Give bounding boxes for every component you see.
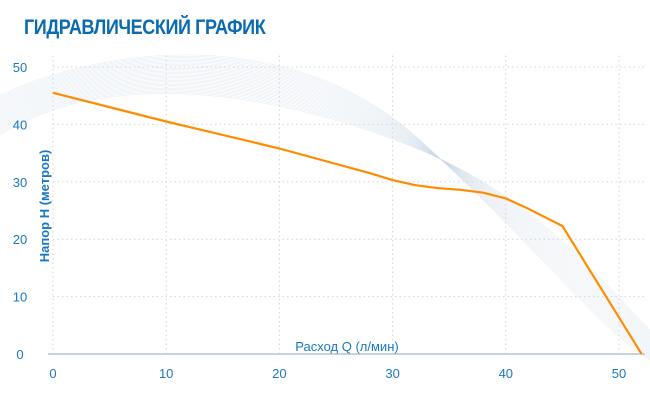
y-tick-label: 0 (16, 347, 23, 362)
ticks: 0 10 20 30 40 50 0 10 20 30 40 50 (13, 60, 626, 381)
chart-title: ГИДРАВЛИЧЕСКИЙ ГРАФИК (24, 16, 266, 39)
swoosh-line (0, 78, 650, 342)
swoosh-line (0, 65, 650, 352)
y-tick-label: 20 (13, 232, 27, 247)
swoosh-line (0, 93, 650, 331)
swoosh-line (0, 68, 650, 350)
swoosh-line (0, 86, 650, 336)
x-tick-label: 20 (272, 366, 286, 381)
swoosh-line (0, 61, 650, 356)
swoosh-line (0, 91, 650, 332)
x-axis-label: Расход Q (л/мин) (295, 339, 398, 354)
swoosh-line (0, 72, 650, 347)
swoosh-line (0, 62, 650, 354)
swoosh-line (0, 70, 650, 348)
swoosh-line (0, 76, 650, 344)
y-tick-label: 40 (13, 117, 27, 132)
swoosh-line (0, 85, 650, 337)
x-tick-label: 0 (49, 366, 56, 381)
swoosh-line (0, 84, 650, 338)
swoosh-line (0, 87, 650, 335)
y-tick-label: 50 (13, 60, 27, 75)
y-axis-label: Напор H (метров) (37, 150, 52, 263)
performance-curve (52, 91, 643, 355)
swoosh-line (0, 80, 650, 341)
series (52, 91, 643, 355)
x-tick-label: 30 (385, 366, 399, 381)
x-tick-label: 50 (612, 366, 626, 381)
swoosh-line (0, 69, 650, 349)
swoosh-line (0, 82, 650, 339)
swoosh-line (0, 73, 650, 346)
x-tick-label: 40 (499, 366, 513, 381)
swoosh-line (0, 56, 650, 360)
swoosh-line (0, 81, 650, 340)
swoosh-line (0, 90, 650, 333)
swoosh-line (0, 77, 650, 343)
swoosh-line (0, 58, 650, 358)
background-swoosh (0, 54, 650, 361)
swoosh-line (0, 74, 650, 345)
swoosh-line (0, 54, 650, 361)
y-tick-label: 30 (13, 175, 27, 190)
swoosh-line (0, 64, 650, 353)
swoosh-line (0, 60, 650, 357)
grid (48, 55, 645, 355)
y-tick-label: 10 (13, 290, 27, 305)
x-tick-label: 10 (159, 366, 173, 381)
swoosh-line (0, 57, 650, 359)
swoosh-line (0, 66, 650, 351)
